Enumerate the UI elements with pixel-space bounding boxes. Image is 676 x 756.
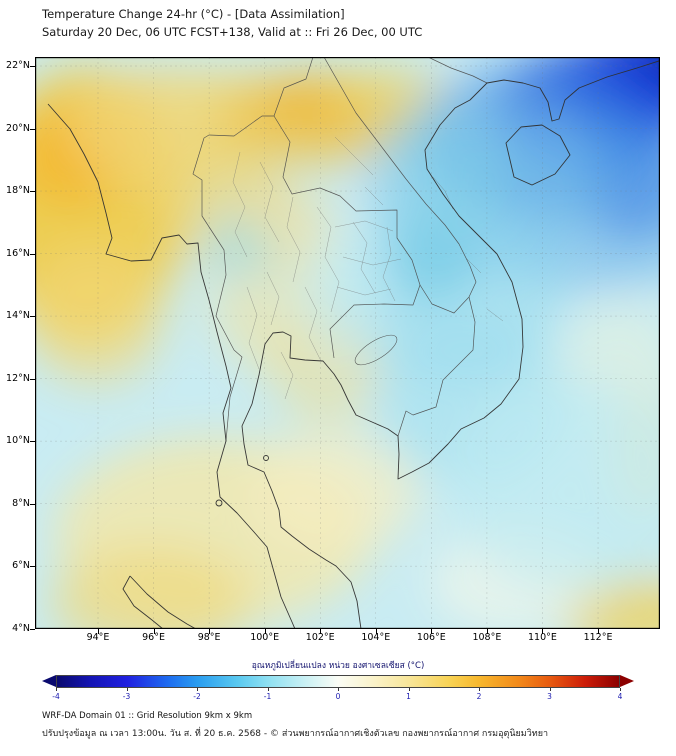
lon-tick bbox=[431, 629, 433, 634]
lat-tick bbox=[30, 128, 35, 130]
lon-axis-label: 96°E bbox=[142, 632, 165, 643]
lat-axis-label: 14°N bbox=[6, 310, 30, 322]
lon-axis-label: 102°E bbox=[305, 632, 335, 643]
lat-axis-label: 10°N bbox=[6, 435, 30, 447]
colorbar-tickmark bbox=[549, 688, 551, 691]
lat-tick bbox=[30, 566, 35, 568]
coastlines bbox=[47, 60, 660, 629]
lat-tick bbox=[30, 191, 35, 193]
temperature-anomaly-field bbox=[35, 57, 660, 629]
lon-tick bbox=[542, 629, 544, 634]
lon-tick bbox=[264, 629, 266, 634]
lon-axis-label: 94°E bbox=[86, 632, 110, 643]
map-frame-border bbox=[35, 57, 660, 629]
lat-axis-label: 12°N bbox=[6, 372, 30, 384]
colorbar-tick-label: -4 bbox=[52, 692, 60, 701]
lon-axis-label: 104°E bbox=[361, 632, 391, 643]
colorbar-tick-label: 0 bbox=[335, 692, 341, 701]
lat-tick bbox=[30, 378, 35, 380]
lon-tick bbox=[153, 629, 155, 634]
lon-tick bbox=[375, 629, 377, 634]
lon-tick bbox=[486, 629, 488, 634]
colorbar-tickmark bbox=[408, 688, 410, 691]
lat-axis-label: 22°N bbox=[6, 60, 30, 71]
colorbar-min-arrow-icon bbox=[42, 675, 56, 687]
colorbar-gradient bbox=[56, 675, 620, 688]
lat-tick bbox=[30, 628, 35, 630]
lon-axis-label: 108°E bbox=[472, 632, 502, 643]
colorbar-tickmark bbox=[620, 688, 621, 691]
lon-axis-label: 110°E bbox=[528, 632, 557, 643]
lat-axis-label: 20°N bbox=[6, 122, 30, 134]
lon-tick bbox=[320, 629, 322, 634]
colorbar-tick-label: -1 bbox=[263, 692, 272, 701]
colorbar-tickmark bbox=[267, 688, 269, 691]
lat-tick bbox=[30, 253, 35, 255]
lat-axis-label: 4°N bbox=[12, 622, 30, 634]
lat-axis-label: 8°N bbox=[12, 497, 30, 509]
lat-axis-label: 6°N bbox=[12, 560, 30, 572]
colorbar-tickmark bbox=[479, 688, 480, 691]
lon-tick bbox=[98, 629, 99, 634]
province-boundaries bbox=[232, 136, 504, 400]
lat-tick bbox=[30, 66, 35, 67]
colorbar-tickmark bbox=[56, 688, 57, 691]
lon-tick bbox=[598, 629, 600, 634]
colorbar-tick-label: -3 bbox=[122, 692, 131, 701]
colorbar-tick-label: 2 bbox=[476, 692, 482, 701]
colorbar-tick-label: 1 bbox=[406, 692, 411, 701]
colorbar-tickmark bbox=[338, 688, 339, 691]
lon-axis-label: 106°E bbox=[416, 632, 446, 643]
colorbar-max-arrow-icon bbox=[620, 675, 634, 687]
lat-tick bbox=[30, 503, 35, 505]
map-subtitle: Saturday 20 Dec, 06 UTC FCST+138, Valid … bbox=[42, 25, 423, 39]
colorbar-tickmark bbox=[197, 688, 198, 691]
map-title: Temperature Change 24-hr (°C) - [Data As… bbox=[42, 7, 345, 21]
weather-map-canvas bbox=[35, 57, 660, 629]
country-borders bbox=[192, 57, 488, 442]
colorbar-title: อุณหภูมิเปลี่ยนแปลง หน่วย องศาเซลเซียส (… bbox=[251, 661, 425, 671]
lon-axis-label: 98°E bbox=[197, 632, 221, 643]
lon-tick bbox=[209, 629, 211, 634]
lat-axis-label: 16°N bbox=[6, 247, 30, 259]
lon-axis-label: 100°E bbox=[250, 632, 280, 643]
map-area bbox=[35, 57, 660, 629]
graticule-gridlines bbox=[35, 57, 660, 629]
lat-axis-label: 18°N bbox=[6, 185, 30, 197]
lat-tick bbox=[30, 441, 35, 443]
footer-domain-info: WRF-DA Domain 01 :: Grid Resolution 9km … bbox=[42, 711, 253, 721]
colorbar-tick-label: 3 bbox=[547, 692, 552, 701]
colorbar-tick-label: -2 bbox=[193, 692, 201, 701]
lat-tick bbox=[30, 316, 35, 318]
colorbar-tickmark bbox=[126, 688, 128, 691]
colorbar-tick-label: 4 bbox=[617, 692, 623, 701]
footer-credit-thai: ปรับปรุงข้อมูล ณ เวลา 13:00น. วัน ส. ที่… bbox=[42, 729, 549, 739]
lon-axis-label: 112°E bbox=[583, 632, 613, 643]
